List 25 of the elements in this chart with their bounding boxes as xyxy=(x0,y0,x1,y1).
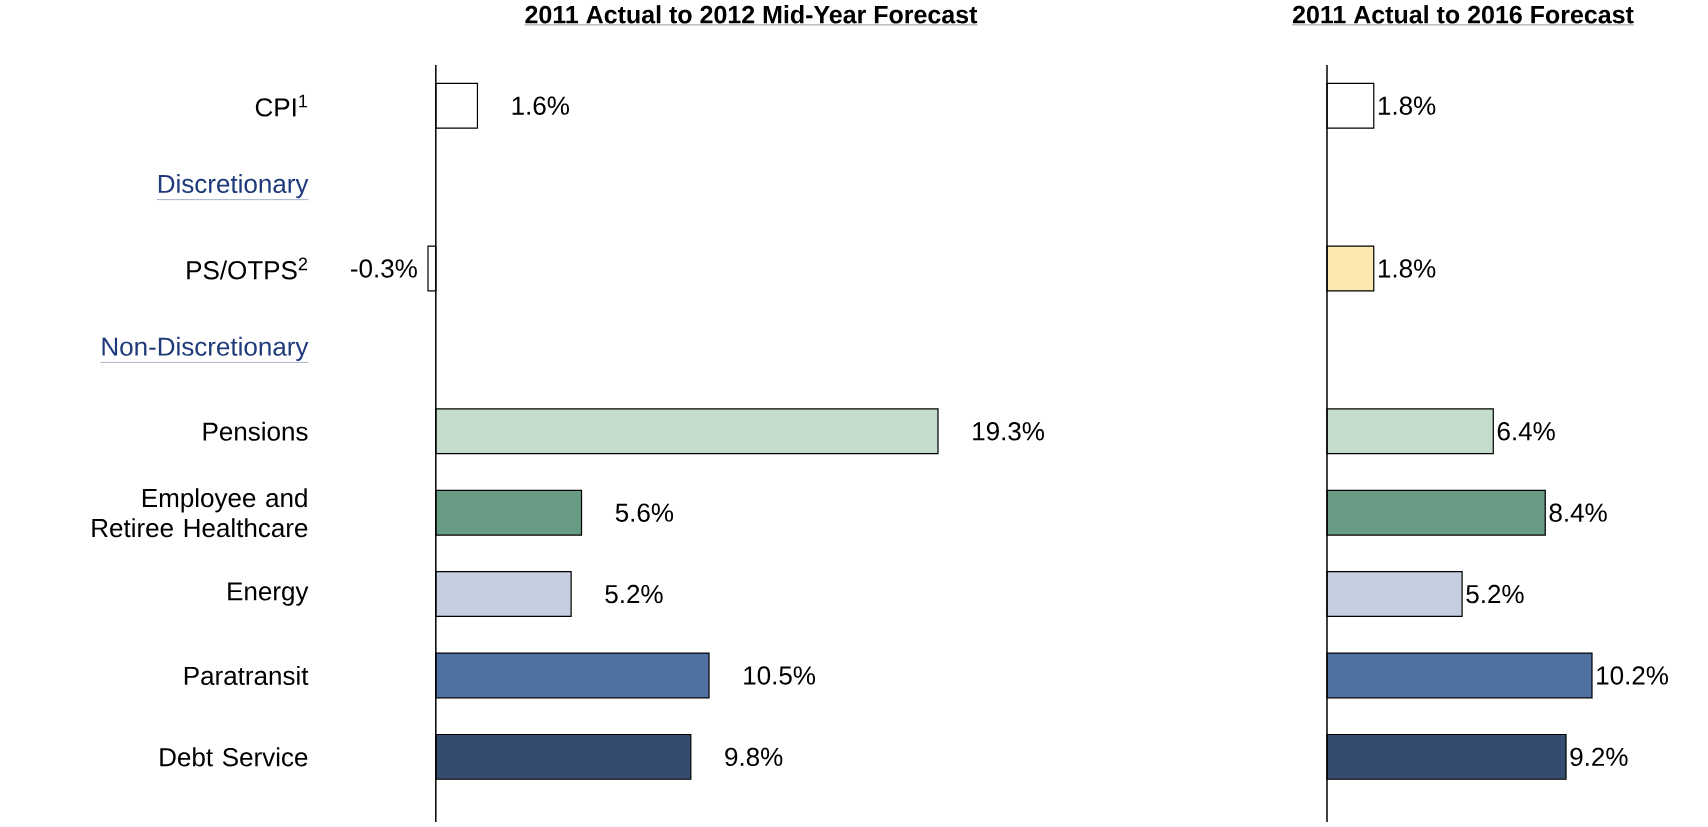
data-label: 10.5% xyxy=(744,666,816,685)
y-tick-label: Non-Discretionary xyxy=(102,336,309,362)
data-label: 19.3% xyxy=(973,422,1044,441)
data-label: 1.8% xyxy=(1378,96,1436,115)
y-tick-label: Discretionary xyxy=(158,173,309,199)
data-label: 1.8% xyxy=(1378,259,1436,278)
y-tick-label: Energy xyxy=(228,582,309,606)
data-label: 1.6% xyxy=(512,96,569,115)
data-label: 5.2% xyxy=(605,584,663,604)
y-tick-label: PS/OTPS$^{2}$ xyxy=(187,257,308,280)
data-label: 5.2% xyxy=(1466,584,1524,604)
y-tick-label: Paratransit xyxy=(184,665,309,686)
y-tick-label: CPI$^{1}$ xyxy=(255,94,308,117)
y-tick-label: Pensions xyxy=(203,421,308,441)
data-label: -0.3% xyxy=(351,259,417,278)
data-label: 6.4% xyxy=(1497,422,1555,441)
y-tick-label: Employee and Retiree Healthcare xyxy=(92,488,308,538)
data-label: 8.4% xyxy=(1549,503,1607,522)
data-label: 9.2% xyxy=(1570,747,1628,767)
data-label: 10.2% xyxy=(1597,666,1668,685)
data-label: 9.8% xyxy=(725,747,783,767)
y-tick-label: Debt Service xyxy=(160,747,308,767)
chart-title: 2011 Actual to 2012 Mid-Year Forecast xyxy=(525,5,978,24)
chart-title: 2011 Actual to 2016 Forecast xyxy=(1292,5,1634,24)
data-label: 5.6% xyxy=(615,503,674,522)
